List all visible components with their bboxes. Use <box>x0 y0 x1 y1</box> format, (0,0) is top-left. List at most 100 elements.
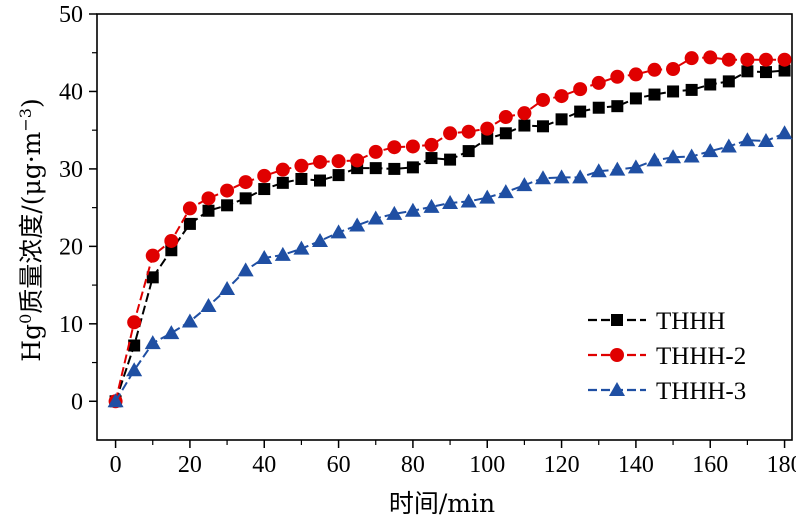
data-point <box>333 169 345 181</box>
data-point <box>331 224 347 238</box>
y-tick-label: 50 <box>59 2 83 28</box>
y-tick-label: 20 <box>59 234 83 260</box>
data-point <box>463 145 475 157</box>
legend-label: THHH <box>656 308 725 335</box>
x-tick-label: 0 <box>110 452 122 478</box>
data-point <box>500 127 512 139</box>
data-point <box>462 125 476 139</box>
data-point <box>556 113 568 125</box>
data-point <box>201 191 215 205</box>
data-point <box>778 53 792 67</box>
data-point <box>610 70 624 84</box>
data-point <box>777 125 793 139</box>
data-point <box>704 78 716 90</box>
data-point <box>128 340 140 352</box>
x-tick-label: 160 <box>692 452 728 478</box>
data-point <box>760 66 772 78</box>
data-point <box>444 154 456 166</box>
data-point <box>516 177 532 191</box>
x-tick-label: 120 <box>544 452 580 478</box>
data-point <box>573 82 587 96</box>
data-point <box>499 110 513 124</box>
data-point <box>276 163 290 177</box>
data-point <box>703 50 717 64</box>
data-point <box>146 249 160 263</box>
data-point <box>722 53 736 67</box>
y-tick-label: 0 <box>71 389 83 415</box>
y-axis-title-suffix: ) <box>17 98 46 108</box>
data-point <box>349 217 365 231</box>
x-tick-label: 180 <box>767 452 796 478</box>
data-point <box>145 335 161 349</box>
y-axis-title-middle: 质量浓度/(μg·m <box>17 131 46 313</box>
data-point <box>609 162 625 176</box>
data-point <box>443 126 457 140</box>
y-axis-title-prefix: Hg <box>17 324 46 362</box>
data-point <box>425 152 437 164</box>
legend-item: THHH <box>588 308 725 335</box>
legend-label: THHH-3 <box>656 378 746 405</box>
data-point <box>257 169 271 183</box>
data-point <box>221 199 233 211</box>
chart: 020406080100120140160180 01020304050 THH… <box>0 0 796 526</box>
data-point <box>572 169 588 183</box>
x-axis-title: 时间/min <box>389 489 495 518</box>
data-point <box>220 184 234 198</box>
legend-marker <box>610 348 624 362</box>
data-point <box>646 152 662 166</box>
data-point <box>407 161 419 173</box>
legend-label: THHH-2 <box>656 343 746 370</box>
data-point <box>350 153 364 167</box>
y-axis-title: Hg0质量浓度/(μg·m−3) <box>16 98 46 361</box>
data-point <box>741 65 753 77</box>
data-point <box>240 192 252 204</box>
data-point <box>163 325 179 339</box>
x-tick-label: 100 <box>469 452 505 478</box>
data-point <box>648 89 660 101</box>
data-point <box>294 159 308 173</box>
data-point <box>629 67 643 81</box>
data-point <box>686 84 698 96</box>
data-point <box>238 262 254 276</box>
y-axis-title-unit-superscript: −3 <box>16 108 35 132</box>
data-point <box>739 132 755 146</box>
plot-frame <box>97 14 792 440</box>
data-point <box>239 175 253 189</box>
data-point <box>258 183 270 195</box>
data-point <box>498 184 514 198</box>
data-point <box>759 53 773 67</box>
data-point <box>574 106 586 118</box>
data-point <box>537 120 549 132</box>
data-point <box>164 234 178 248</box>
data-point <box>277 177 289 189</box>
x-tick-label: 80 <box>401 452 425 478</box>
data-point <box>685 51 699 65</box>
legend-marker <box>611 314 623 326</box>
data-point <box>313 155 327 169</box>
data-point <box>667 85 679 97</box>
x-tick-label: 40 <box>252 452 276 478</box>
data-point <box>628 159 644 173</box>
y-axis-title-superscript: 0 <box>16 314 35 324</box>
data-point <box>314 175 326 187</box>
x-axis: 020406080100120140160180 <box>110 440 796 478</box>
legend-item: THHH-3 <box>588 378 746 405</box>
x-tick-label: 60 <box>327 452 351 478</box>
data-point <box>647 63 661 77</box>
data-point <box>295 173 307 185</box>
data-point <box>740 53 754 67</box>
data-point <box>555 89 569 103</box>
data-point <box>424 138 438 152</box>
data-point <box>517 106 531 120</box>
data-point <box>183 201 197 215</box>
data-point <box>592 76 606 90</box>
data-point <box>593 102 605 114</box>
data-point <box>518 120 530 132</box>
x-tick-label: 140 <box>618 452 654 478</box>
data-point <box>387 140 401 154</box>
data-point <box>370 162 382 174</box>
data-point <box>127 315 141 329</box>
data-point <box>369 145 383 159</box>
data-point <box>723 75 735 87</box>
data-point <box>536 93 550 107</box>
